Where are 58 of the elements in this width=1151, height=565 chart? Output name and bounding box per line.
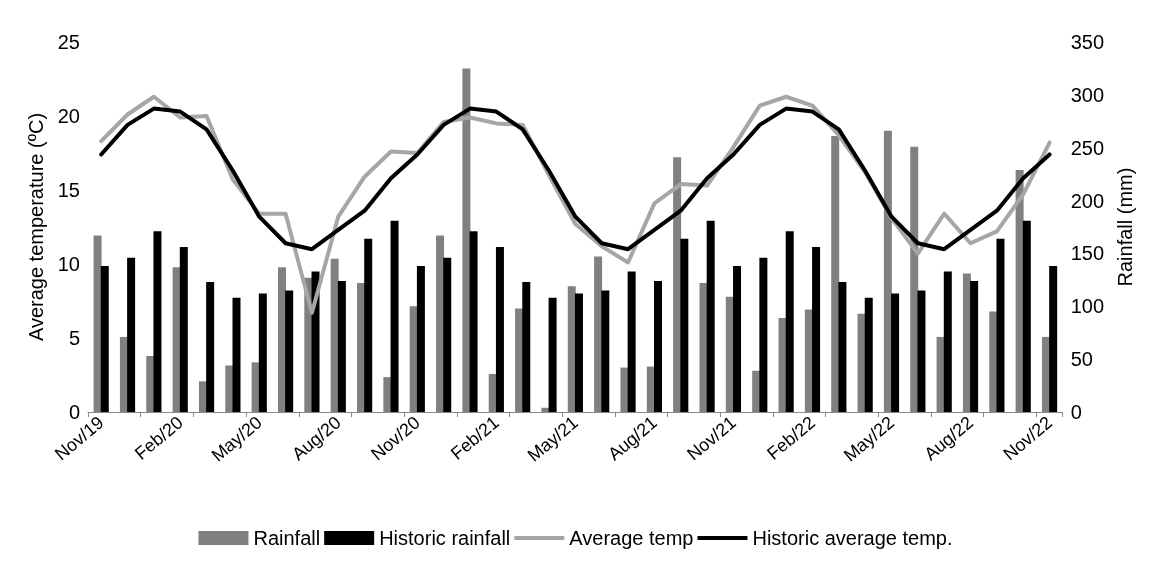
legend-label: Average temp xyxy=(569,527,694,549)
bar xyxy=(179,247,188,412)
y-tick-label: 25 xyxy=(57,31,80,53)
y-tick-label: 5 xyxy=(68,327,80,349)
bar xyxy=(127,257,136,412)
y2-tick-label: 100 xyxy=(1070,295,1105,318)
bar xyxy=(206,281,215,412)
bar xyxy=(390,220,399,412)
bar xyxy=(785,231,794,412)
y2-tick-label: 0 xyxy=(1070,401,1082,423)
bar xyxy=(891,293,900,412)
bar xyxy=(311,271,320,412)
bar xyxy=(285,290,294,412)
y2-tick-label: 250 xyxy=(1070,136,1105,159)
bar xyxy=(733,266,742,412)
bar xyxy=(917,290,926,412)
y2-tick-label: 350 xyxy=(1070,31,1105,53)
y-tick-label: 15 xyxy=(57,179,80,201)
legend-label: Historic average temp. xyxy=(752,527,953,549)
y2-tick-label: 200 xyxy=(1070,189,1105,212)
y2-tick-label: 50 xyxy=(1070,348,1093,371)
bar xyxy=(469,231,478,412)
bar xyxy=(838,281,847,412)
bar xyxy=(970,280,979,412)
bar xyxy=(232,297,241,412)
bar xyxy=(864,297,873,412)
y2-axis-title: Rainfall (mm) xyxy=(1114,167,1136,287)
bar xyxy=(574,293,583,412)
bar xyxy=(654,280,662,412)
bar xyxy=(364,238,373,412)
bar xyxy=(337,280,346,412)
bar xyxy=(706,220,715,412)
legend-label: Rainfall xyxy=(253,527,321,549)
bar xyxy=(416,266,425,412)
y-axis-title: Average temperature (ºC) xyxy=(25,112,47,342)
bar xyxy=(443,257,452,412)
bar xyxy=(548,297,557,412)
bar xyxy=(627,271,636,412)
y-tick-label: 20 xyxy=(57,105,80,127)
bar xyxy=(1022,220,1031,412)
bar xyxy=(812,247,821,412)
legend-label: Historic rainfall xyxy=(379,527,511,549)
bar xyxy=(680,238,689,412)
bar xyxy=(100,266,109,412)
bar xyxy=(759,257,768,412)
y2-tick-label: 300 xyxy=(1070,83,1105,106)
y-tick-label: 0 xyxy=(68,401,80,423)
bar xyxy=(943,271,952,412)
bar xyxy=(1049,266,1058,412)
y-tick-label: 10 xyxy=(57,253,80,275)
bar xyxy=(258,293,267,412)
y2-tick-label: 150 xyxy=(1070,242,1105,265)
bar xyxy=(601,290,610,412)
bar xyxy=(153,231,162,412)
bar xyxy=(522,281,531,412)
line-series xyxy=(99,106,1052,252)
bar xyxy=(996,238,1005,412)
bar xyxy=(495,247,504,412)
